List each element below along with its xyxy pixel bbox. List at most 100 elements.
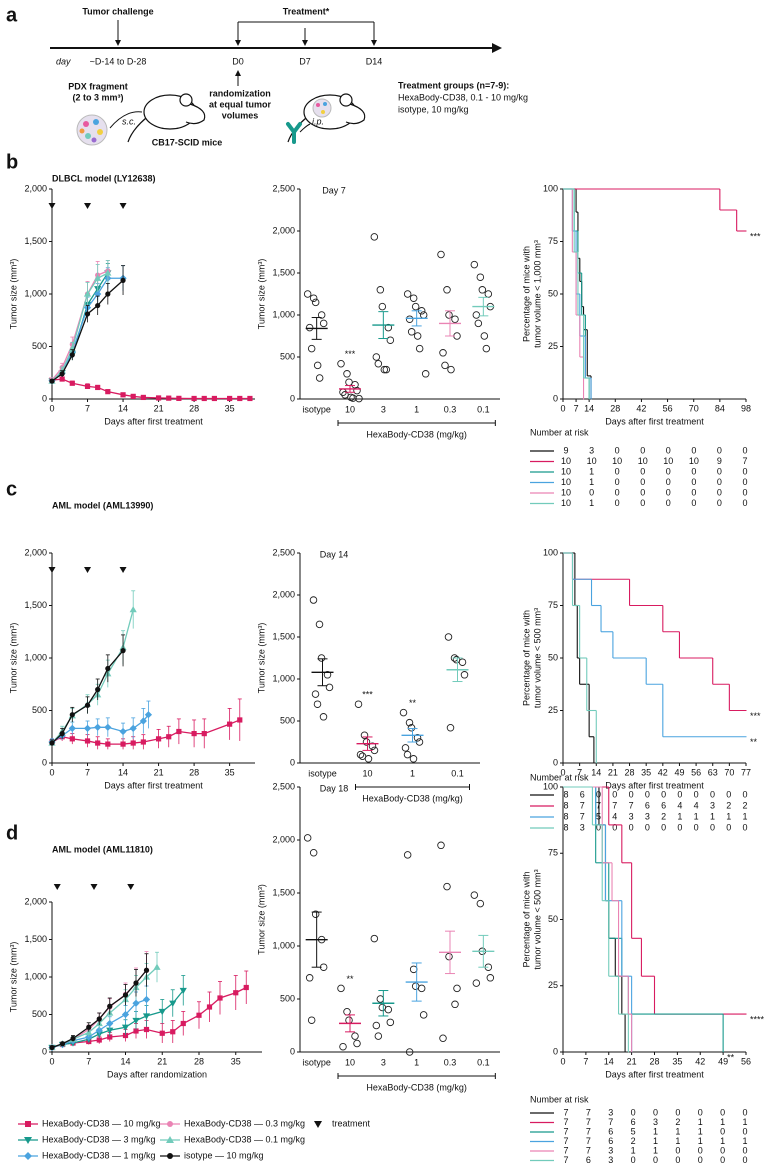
data-point: [409, 294, 418, 302]
y-tick-label: 2,000: [24, 547, 47, 557]
data-point: [69, 352, 75, 358]
risk-count: 0: [589, 487, 594, 497]
y-tick-label: 75: [548, 848, 558, 858]
treatment-marker: [84, 567, 92, 573]
data-point: [370, 233, 379, 241]
panel-title: AML model (AML11810): [52, 844, 153, 854]
treatment-marker: [48, 203, 56, 209]
x-tick-label: 7: [85, 767, 90, 777]
y-axis-label: Percentage of mice with: [521, 610, 531, 706]
x-axis-label: Days after first treatment: [605, 416, 704, 426]
data-point: [201, 731, 207, 737]
data-point: [386, 1018, 395, 1027]
risk-count: 0: [691, 477, 696, 487]
y-tick-label: 500: [280, 993, 295, 1003]
data-point: [307, 344, 316, 353]
data-point: [405, 315, 414, 323]
treatment-marker: [90, 884, 98, 890]
x-tick-label: 21: [627, 1056, 637, 1066]
x-tick-label: 49: [674, 767, 684, 777]
group-label: HexaBody-CD38 (mg/kg): [366, 429, 467, 439]
x-axis-label: Days after first treatment: [605, 780, 704, 790]
risk-count: 1: [698, 1126, 703, 1136]
legend-label: isotype — 10 mg/kg: [184, 1150, 264, 1160]
mouse-icon: [127, 93, 206, 143]
data-point: [419, 1011, 428, 1019]
y-tick-label: 0: [290, 1046, 295, 1056]
risk-count: 7: [563, 1145, 568, 1155]
risk-count: 6: [631, 1117, 636, 1127]
data-point: [133, 980, 139, 986]
data-point: [374, 359, 383, 368]
x-tick-label: 21: [154, 767, 164, 777]
timepoint: D0: [232, 56, 244, 66]
data-point: [458, 658, 467, 666]
pdx-label: PDX fragment: [68, 81, 128, 91]
risk-count: 1: [675, 1126, 680, 1136]
risk-count: 2: [726, 800, 731, 810]
risk-count: 7: [586, 1126, 591, 1136]
data-point: [243, 984, 249, 991]
antibody-icon: [286, 122, 302, 144]
risk-count: 1: [720, 1136, 725, 1146]
risk-count: 0: [666, 487, 671, 497]
data-point: [409, 965, 418, 974]
risk-count: 0: [666, 445, 671, 455]
y-axis-label: tumor volume < 500 mm³: [532, 608, 542, 708]
randomization: randomization: [209, 88, 271, 98]
data-point: [313, 361, 322, 370]
data-point: [419, 311, 428, 319]
risk-count: 1: [710, 811, 715, 821]
randomization: at equal tumor: [209, 99, 272, 109]
data-point: [437, 841, 445, 850]
data-point: [94, 723, 102, 731]
x-tick-label: 35: [672, 1056, 682, 1066]
data-point: [104, 269, 112, 276]
data-point: [191, 395, 197, 402]
data-point: [211, 395, 217, 402]
risk-count: 7: [608, 1117, 613, 1127]
data-point: [351, 1032, 359, 1040]
arrowhead: [115, 40, 121, 46]
significance: **: [750, 737, 758, 747]
significance: ***: [750, 231, 761, 241]
legend-label: HexaBody-CD38 — 10 mg/kg: [42, 1118, 161, 1128]
y-tick-label: 0: [553, 393, 558, 403]
data-point: [476, 273, 485, 281]
arrowhead: [371, 40, 377, 46]
data-point: [143, 967, 150, 973]
x-tick-label: isotype: [308, 768, 337, 778]
y-tick-label: 1,500: [24, 236, 47, 246]
data-point: [437, 250, 445, 259]
data-point: [95, 686, 101, 693]
data-point: [303, 834, 312, 842]
risk-count: 0: [691, 445, 696, 455]
risk-count: 0: [640, 466, 645, 476]
risk-count: 3: [589, 445, 594, 455]
x-tick-label: 0.1: [477, 1057, 490, 1067]
data-point: [386, 336, 395, 344]
y-tick-label: 75: [548, 236, 558, 246]
risk-count: 7: [586, 1107, 591, 1117]
legend-marker: [25, 1121, 31, 1127]
data-point: [120, 648, 126, 654]
risk-count: 0: [640, 445, 645, 455]
data-point: [237, 717, 243, 723]
data-point: [343, 1007, 351, 1016]
risk-count: 6: [645, 800, 650, 810]
risk-count: 8: [563, 789, 568, 799]
treatment-marker: [119, 567, 127, 573]
risk-count: 3: [608, 1145, 613, 1155]
treatment-marker: [48, 567, 56, 573]
x-tick-label: 56: [691, 767, 701, 777]
data-point: [70, 1035, 76, 1042]
x-axis-label: Days after first treatment: [104, 416, 203, 426]
data-point: [453, 984, 461, 993]
y-axis-label: Tumor size (mm³): [8, 259, 18, 330]
y-tick-label: 1,000: [24, 288, 47, 298]
y-axis-label: Tumor size (mm³): [256, 623, 266, 694]
risk-count: 0: [742, 789, 747, 799]
data-point: [59, 731, 65, 737]
data-point: [180, 1020, 186, 1027]
group-label: HexaBody-CD38 (mg/kg): [366, 1082, 467, 1092]
